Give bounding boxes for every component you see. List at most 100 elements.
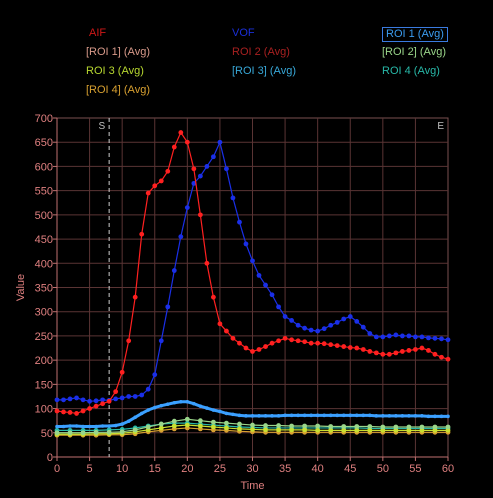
series-point bbox=[315, 427, 321, 433]
series-point bbox=[179, 399, 183, 404]
y-axis-title: Value bbox=[15, 274, 27, 301]
series-point bbox=[80, 397, 86, 403]
series-point bbox=[419, 424, 425, 430]
series-point bbox=[367, 424, 373, 429]
series-point bbox=[394, 414, 398, 418]
legend-item[interactable]: AIF bbox=[89, 27, 107, 39]
series-point bbox=[224, 166, 229, 172]
series-point bbox=[439, 336, 444, 342]
series-point bbox=[445, 356, 451, 362]
series-point bbox=[230, 195, 236, 201]
series-point bbox=[243, 345, 249, 351]
series-point bbox=[191, 166, 197, 172]
series-point bbox=[413, 347, 418, 352]
legend-item[interactable]: VOF bbox=[232, 27, 255, 39]
series-point bbox=[334, 319, 340, 325]
series-point bbox=[54, 408, 60, 414]
series-point bbox=[367, 349, 373, 354]
series-point bbox=[341, 424, 347, 429]
series-point bbox=[413, 334, 418, 340]
series-point bbox=[61, 397, 66, 403]
x-tick-label: 50 bbox=[377, 463, 389, 475]
series-point bbox=[237, 219, 242, 225]
series-point bbox=[347, 314, 353, 319]
series-point bbox=[296, 413, 300, 418]
series-point bbox=[67, 430, 73, 436]
series-point bbox=[380, 427, 386, 433]
legend-item[interactable]: [ROI 1] (Avg) bbox=[86, 46, 150, 58]
series-point bbox=[81, 424, 85, 429]
series-point bbox=[145, 190, 151, 196]
legend-item[interactable]: [ROI 2] (Avg) bbox=[382, 46, 446, 58]
series-point bbox=[282, 314, 288, 319]
series-point bbox=[171, 144, 177, 150]
x-tick-label: 5 bbox=[87, 463, 93, 475]
x-tick-label: 45 bbox=[344, 463, 356, 475]
x-tick-label: 30 bbox=[246, 463, 258, 475]
legend-item[interactable]: [ROI 4] (Avg) bbox=[86, 84, 150, 96]
series-point bbox=[426, 335, 431, 341]
series-point bbox=[250, 258, 255, 264]
series-point bbox=[373, 334, 379, 340]
series-point bbox=[380, 424, 386, 430]
legend-item[interactable]: ROI 2 (Avg) bbox=[232, 46, 290, 58]
x-tick-label: 0 bbox=[54, 463, 60, 475]
series-point bbox=[381, 414, 385, 418]
series-point bbox=[191, 180, 197, 186]
series-point bbox=[445, 427, 451, 433]
series-point bbox=[61, 409, 66, 415]
series-point bbox=[74, 424, 79, 428]
series-point bbox=[204, 164, 210, 169]
series-point bbox=[93, 403, 99, 409]
y-tick-label: 700 bbox=[35, 113, 53, 125]
y-tick-label: 0 bbox=[47, 452, 53, 464]
series-point bbox=[393, 424, 399, 430]
series-point bbox=[171, 268, 177, 273]
series-point bbox=[368, 413, 372, 418]
y-tick-label: 400 bbox=[35, 258, 53, 270]
series-point bbox=[74, 411, 79, 416]
series-point bbox=[341, 427, 347, 433]
series-point bbox=[420, 414, 424, 418]
series-point bbox=[237, 426, 242, 432]
series-point bbox=[217, 321, 223, 327]
series-point bbox=[270, 414, 274, 418]
y-tick-label: 100 bbox=[35, 404, 53, 416]
series-point bbox=[276, 427, 281, 433]
series-point bbox=[100, 401, 106, 407]
series-point bbox=[165, 402, 170, 407]
series-point bbox=[276, 304, 281, 310]
series-point bbox=[257, 414, 261, 418]
series-point bbox=[354, 413, 359, 418]
series-point bbox=[192, 401, 196, 406]
series-point bbox=[106, 398, 112, 404]
series-point bbox=[399, 333, 405, 339]
series-point bbox=[302, 423, 308, 429]
series-point bbox=[406, 424, 412, 430]
series-point bbox=[348, 413, 353, 418]
series-point bbox=[328, 413, 333, 418]
legend-item[interactable]: [ROI 3] (Avg) bbox=[232, 65, 296, 77]
series-point bbox=[139, 231, 145, 237]
series-point bbox=[354, 427, 360, 433]
series-point bbox=[68, 424, 72, 428]
x-tick-label: 15 bbox=[149, 463, 161, 475]
y-tick-label: 450 bbox=[35, 234, 53, 246]
series-point bbox=[61, 424, 66, 429]
series-point bbox=[406, 427, 412, 433]
series-point bbox=[172, 400, 177, 405]
series-point bbox=[445, 337, 451, 343]
end-marker-label: E bbox=[437, 121, 444, 132]
y-tick-label: 350 bbox=[35, 283, 53, 295]
legend-item[interactable]: ROI 4 (Avg) bbox=[382, 65, 440, 77]
series-point bbox=[244, 414, 248, 418]
legend-item[interactable]: ROI 1 (Avg) bbox=[382, 27, 448, 42]
legend-item[interactable]: ROI 3 (Avg) bbox=[86, 65, 144, 77]
series-point bbox=[399, 349, 405, 354]
series-point bbox=[178, 234, 184, 240]
series-point bbox=[250, 422, 255, 428]
series-point bbox=[315, 413, 320, 418]
series-point bbox=[302, 339, 308, 345]
series-point bbox=[184, 416, 190, 422]
x-tick-label: 40 bbox=[312, 463, 324, 475]
